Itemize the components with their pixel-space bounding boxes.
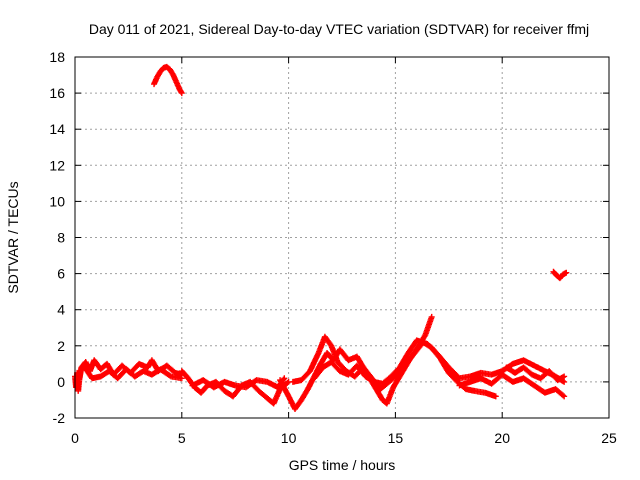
- y-tick-label: 4: [57, 302, 65, 318]
- y-tick-label: 10: [49, 193, 65, 209]
- axis-ticks: 0 5 10 15 20 25 -2 0 2 4 6 8 10 12 14 16 18: [49, 49, 617, 446]
- y-tick-label: 12: [49, 157, 65, 173]
- y-tick-label: 18: [49, 49, 65, 65]
- chart-title: Day 011 of 2021, Sidereal Day-to-day VTE…: [89, 21, 589, 37]
- series-arc-k: [550, 268, 570, 282]
- data-points-arc-j: [503, 364, 568, 384]
- data-points-arc-i: [456, 371, 568, 400]
- y-tick-label: 2: [57, 338, 65, 354]
- x-tick-label: 15: [388, 430, 404, 446]
- x-tick-label: 10: [281, 430, 297, 446]
- series-arc-b: [80, 362, 185, 382]
- data-points-arc-b: [80, 362, 185, 382]
- x-tick-label: 0: [71, 430, 79, 446]
- y-tick-label: 0: [57, 374, 65, 390]
- data-points-arc-h: [311, 337, 568, 387]
- y-tick-label: 16: [49, 85, 65, 101]
- data-points-arc-f: [277, 313, 435, 412]
- data-marks: [72, 63, 570, 412]
- series-arc-j: [503, 364, 568, 384]
- plot-frame: [74, 56, 610, 419]
- data-points-arc-k: [550, 268, 570, 282]
- data-points-arc-c: [151, 63, 185, 97]
- y-tick-label: 14: [49, 121, 65, 137]
- y-tick-label: 6: [57, 266, 65, 282]
- y-tick-label: -2: [53, 410, 66, 426]
- x-tick-label: 25: [601, 430, 617, 446]
- x-tick-label: 20: [494, 430, 510, 446]
- series-arc-h: [311, 337, 568, 387]
- y-tick-label: 8: [57, 230, 65, 246]
- x-tick-label: 5: [178, 430, 186, 446]
- series-arc-i: [456, 371, 568, 400]
- x-axis-label: GPS time / hours: [289, 457, 396, 473]
- data-points-arc-e: [189, 375, 288, 391]
- series-arc-c: [151, 63, 185, 97]
- series-arc-f: [277, 313, 435, 412]
- y-axis-label: SDTVAR / TECUs: [5, 181, 21, 293]
- series-arc-e: [189, 375, 288, 391]
